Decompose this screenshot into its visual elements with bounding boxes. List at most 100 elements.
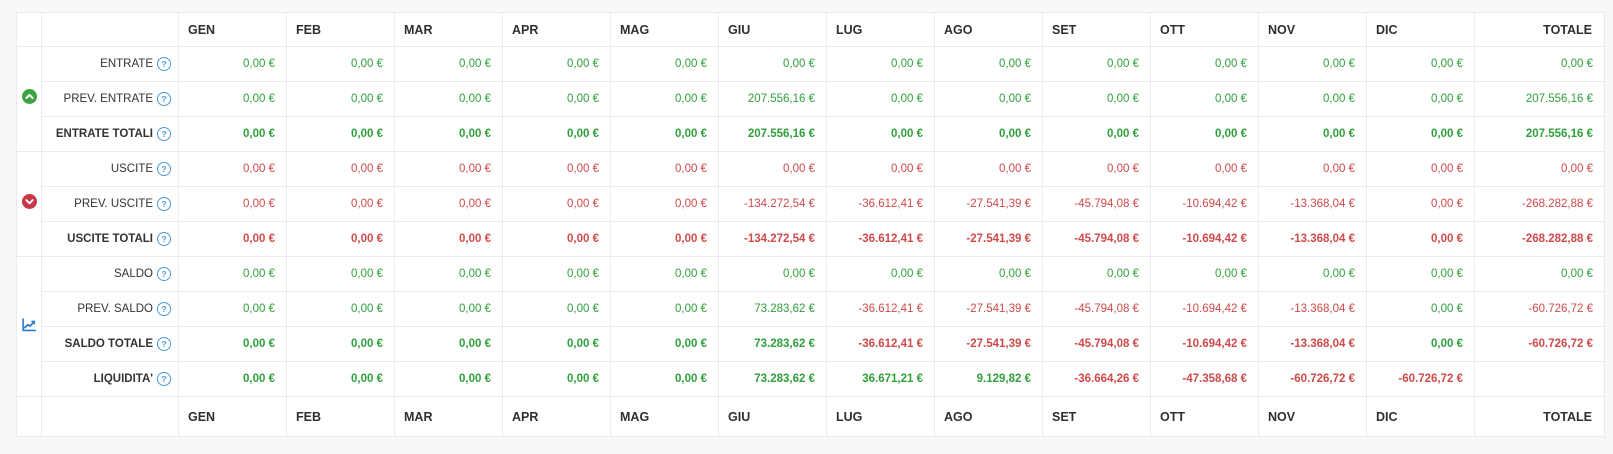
value-cell-ott: -47.358,68 € [1150,361,1259,397]
value-cell-set: -45.794,08 € [1042,326,1151,362]
value-cell-dic: 0,00 € [1366,81,1475,117]
row-label-cell: ENTRATE? [41,46,179,82]
column-footer-month-feb: FEB [286,396,395,437]
value-cell-gen: 0,00 € [178,151,287,187]
cashflow-table-container: GEN FEB MAR APR MAG GIU LUG AGO SET OTT NOV DIC TOTA… [16,12,1605,437]
help-icon[interactable]: ? [157,337,171,351]
value-cell-ago: 0,00 € [934,151,1043,187]
row-label-cell: LIQUIDITA'? [41,361,179,397]
row-label-cell: PREV. ENTRATE? [41,81,179,117]
column-header-month-apr: APR [502,12,611,47]
column-header-month-mag: MAG [610,12,719,47]
value-cell-giu: 0,00 € [718,256,827,292]
value-cell-lug: 0,00 € [826,81,935,117]
value-cell-mar: 0,00 € [394,326,503,362]
group-icon-cell-entrate [16,46,42,152]
column-footer-month-mar: MAR [394,396,503,437]
column-header-month-giu: GIU [718,12,827,47]
arrow-up-circle-icon[interactable] [21,89,37,104]
value-cell-lug: 0,00 € [826,151,935,187]
value-cell-apr: 0,00 € [502,151,611,187]
value-cell-ott: 0,00 € [1150,151,1259,187]
value-cell-ago: -27.541,39 € [934,221,1043,257]
value-cell-nov: -13.368,04 € [1258,291,1367,327]
value-cell-set: 0,00 € [1042,46,1151,82]
help-icon[interactable]: ? [157,302,171,316]
row-label: ENTRATE [100,58,153,70]
value-cell-ago: 0,00 € [934,81,1043,117]
value-cell-lug: 0,00 € [826,116,935,152]
value-cell-lug: 36.671,21 € [826,361,935,397]
value-cell-ago: 0,00 € [934,256,1043,292]
value-cell-mag: 0,00 € [610,81,719,117]
help-icon[interactable]: ? [157,372,171,386]
value-cell-giu: 73.283,62 € [718,326,827,362]
value-cell-dic: 0,00 € [1366,326,1475,362]
help-icon[interactable]: ? [157,232,171,246]
value-cell-mar: 0,00 € [394,256,503,292]
value-cell-lug: 0,00 € [826,256,935,292]
help-icon[interactable]: ? [157,197,171,211]
help-icon[interactable]: ? [157,267,171,281]
value-cell-nov: 0,00 € [1258,151,1367,187]
column-footer-month-mag: MAG [610,396,719,437]
column-footer-month-giu: GIU [718,396,827,437]
value-cell-nov: -13.368,04 € [1258,186,1367,222]
value-cell-mag: 0,00 € [610,116,719,152]
column-footer-month-ott: OTT [1150,396,1259,437]
value-cell-ott: -10.694,42 € [1150,326,1259,362]
value-cell-apr: 0,00 € [502,361,611,397]
arrow-down-circle-icon[interactable] [21,194,37,209]
value-cell-ott: 0,00 € [1150,81,1259,117]
table-row-entrate-totali: ENTRATE TOTALI? 0,00 €0,00 €0,00 €0,00 €0… [17,116,1605,152]
row-label-cell: USCITE? [41,151,179,187]
group-uscite: USCITE? 0,00 €0,00 €0,00 €0,00 €0,00 €0,0… [16,151,1605,257]
value-cell-set: 0,00 € [1042,116,1151,152]
value-cell-feb: 0,00 € [286,326,395,362]
value-cell-apr: 0,00 € [502,221,611,257]
column-header-month-feb: FEB [286,12,395,47]
column-header-month-dic: DIC [1366,12,1475,47]
cashflow-table: GEN FEB MAR APR MAG GIU LUG AGO SET OTT NOV DIC TOTA… [16,12,1605,437]
value-cell-giu: -134.272,54 € [718,186,827,222]
value-cell-ago: 9.129,82 € [934,361,1043,397]
value-cell-nov: -13.368,04 € [1258,326,1367,362]
column-footer-row: GEN FEB MAR APR MAG GIU LUG AGO SET OTT NOV DIC TOTA… [16,396,1605,437]
group-saldo: SALDO? 0,00 €0,00 €0,00 €0,00 €0,00 €0,00… [16,256,1605,397]
value-cell-mag: 0,00 € [610,361,719,397]
corner-label-cell [41,396,179,437]
column-header-row: GEN FEB MAR APR MAG GIU LUG AGO SET OTT NOV DIC TOTA… [16,12,1605,47]
value-cell-lug: 0,00 € [826,46,935,82]
value-cell-feb: 0,00 € [286,81,395,117]
group-icon-cell-saldo [16,256,42,397]
help-icon[interactable]: ? [157,57,171,71]
column-footer-month-nov: NOV [1258,396,1367,437]
value-cell-feb: 0,00 € [286,361,395,397]
table-row-uscite: USCITE? 0,00 €0,00 €0,00 €0,00 €0,00 €0,0… [16,151,1605,257]
help-icon[interactable]: ? [157,127,171,141]
row-label: SALDO [114,268,153,280]
corner-label-cell [41,12,179,47]
column-footer-month-ago: AGO [934,396,1043,437]
value-cell-set: 0,00 € [1042,151,1151,187]
value-cell-ago: -27.541,39 € [934,291,1043,327]
value-cell-totale: -60.726,72 € [1474,326,1605,362]
help-icon[interactable]: ? [157,92,171,106]
value-cell-mar: 0,00 € [394,361,503,397]
help-icon[interactable]: ? [157,162,171,176]
value-cell-gen: 0,00 € [178,46,287,82]
table-row-uscite-totali: USCITE TOTALI? 0,00 €0,00 €0,00 €0,00 €0,… [17,221,1605,257]
value-cell-mag: 0,00 € [610,326,719,362]
value-cell-dic: 0,00 € [1366,151,1475,187]
value-cell-giu: 207.556,16 € [718,81,827,117]
row-label: ENTRATE TOTALI [55,128,153,140]
value-cell-mar: 0,00 € [394,81,503,117]
value-cell-mag: 0,00 € [610,256,719,292]
group-entrate: ENTRATE? 0,00 €0,00 €0,00 €0,00 €0,00 €0,… [16,46,1605,152]
column-header-total-column: TOTALE [1474,12,1605,47]
value-cell-set: -45.794,08 € [1042,186,1151,222]
value-cell-totale: 207.556,16 € [1474,81,1605,117]
value-cell-gen: 0,00 € [178,116,287,152]
chart-line-icon[interactable] [21,317,37,332]
value-cell-mar: 0,00 € [394,291,503,327]
